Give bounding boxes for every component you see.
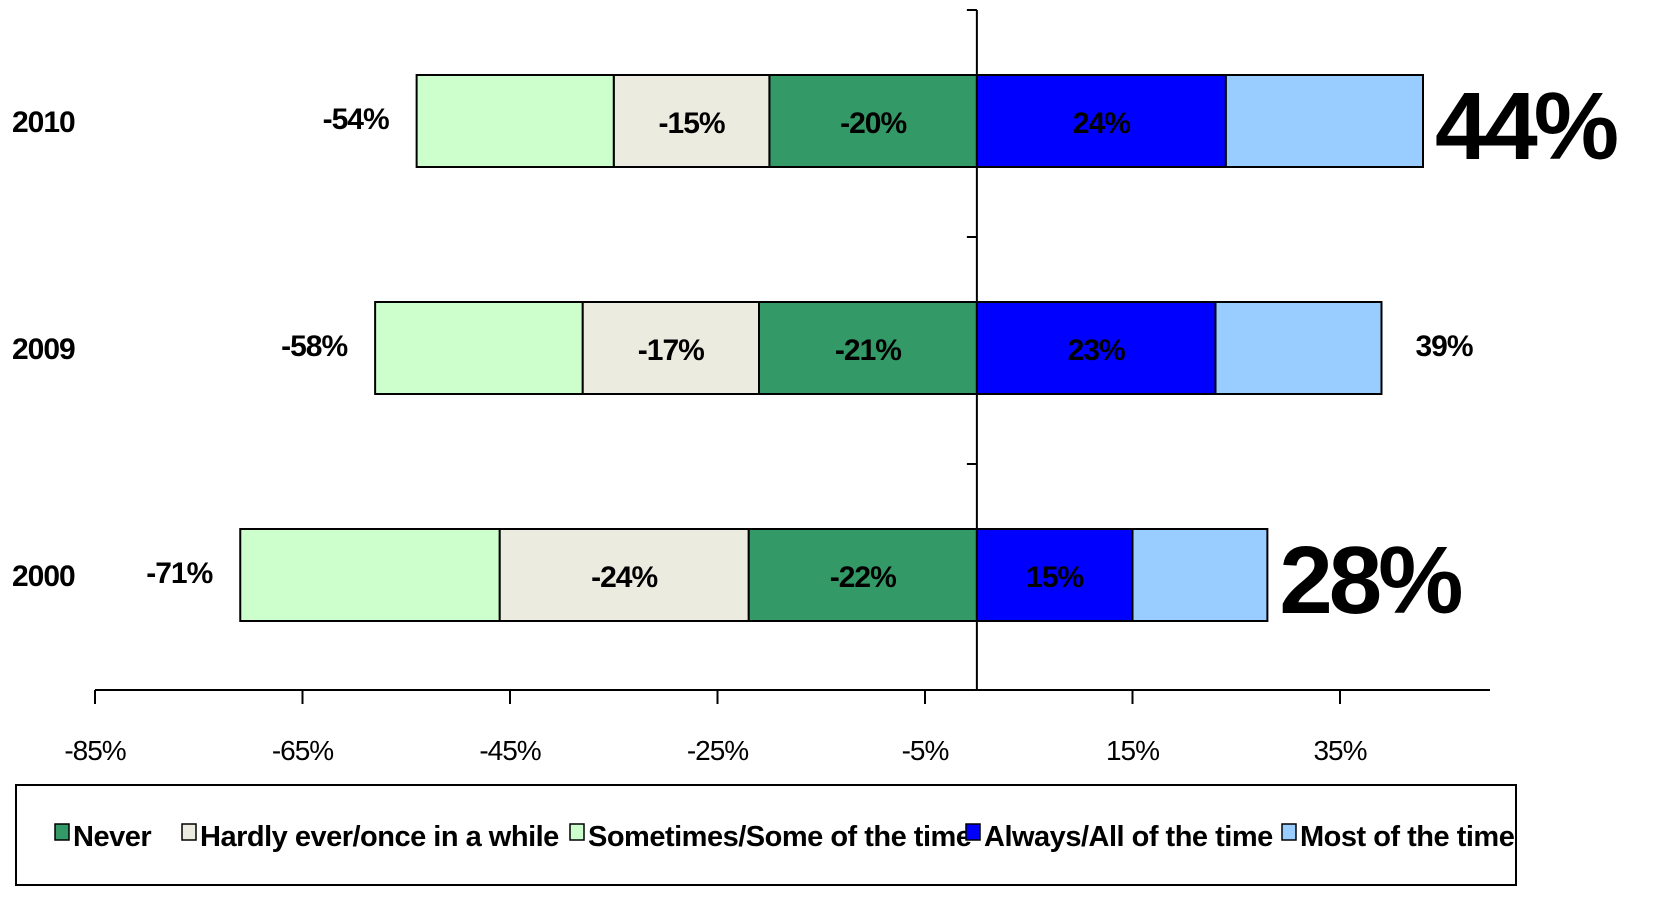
negative-total-label: -71%: [146, 557, 212, 590]
data-label: -20%: [840, 107, 906, 140]
legend-swatch-always-all-of-the-time: [965, 823, 981, 841]
bar-never: [747, 528, 978, 622]
data-label: 23%: [1068, 334, 1125, 367]
negative-total-label: -54%: [323, 103, 389, 136]
bar-most-of-the-time: [1224, 74, 1424, 168]
x-tick-label: -85%: [64, 735, 125, 766]
bar-sometimes-some-of-the-time: [374, 301, 584, 395]
bar-hardly-ever-once-in-a-while: [612, 74, 771, 168]
data-label: -24%: [591, 561, 657, 594]
category-label: 2009: [12, 333, 75, 366]
data-label: -15%: [659, 107, 725, 140]
category-label: 2010: [12, 106, 75, 139]
x-tick-label: -65%: [272, 735, 333, 766]
data-label: -21%: [835, 334, 901, 367]
bar-most-of-the-time: [1214, 301, 1383, 395]
x-tick-label: -45%: [479, 735, 540, 766]
legend-box: [15, 784, 1517, 886]
bar-always-all-of-the-time: [975, 301, 1217, 395]
positive-total-label: 44%: [1435, 73, 1617, 180]
axes: -85% -65% -45% -25% -5% 15% 35%: [64, 9, 1490, 766]
data-label: -17%: [638, 334, 704, 367]
legend-swatch-most-of-the-time: [1281, 823, 1297, 841]
labels: 2010 -20% -15% -54% 24% 44% 2009 -21% -17% -58% 23…: [12, 73, 1621, 634]
legend-label-always-all-of-the-time: Always/All of the time: [984, 821, 1273, 853]
data-label: 15%: [1026, 561, 1083, 594]
legend-label-sometimes-some-of-the-time: Sometimes/Some of the time: [588, 821, 972, 853]
bar-hardly-ever-once-in-a-while: [498, 528, 750, 622]
data-label: 24%: [1073, 107, 1130, 140]
legend-swatch-hardly-ever-once-in-a-while: [181, 823, 197, 841]
negative-total-label: -58%: [281, 330, 347, 363]
data-label: -22%: [830, 561, 896, 594]
legend-swatch-never: [54, 823, 70, 841]
legend: Never Hardly ever/once in a while Sometime…: [15, 784, 1517, 886]
bar-sometimes-some-of-the-time: [415, 74, 615, 168]
bar-hardly-ever-once-in-a-while: [581, 301, 760, 395]
positive-total-label: 39%: [1416, 330, 1473, 363]
positive-total-label: 28%: [1279, 527, 1461, 634]
x-tick-label: 35%: [1313, 735, 1366, 766]
bar-most-of-the-time: [1131, 528, 1269, 622]
x-tick-label: -5%: [902, 735, 949, 766]
x-tick-label: 15%: [1106, 735, 1159, 766]
legend-label-hardly-ever-once-in-a-while: Hardly ever/once in a while: [200, 821, 559, 853]
x-tick-label: -25%: [687, 735, 748, 766]
bars: [239, 74, 1424, 622]
legend-swatch-sometimes-some-of-the-time: [569, 823, 585, 841]
legend-label-never: Never: [73, 821, 151, 853]
category-label: 2000: [12, 560, 75, 593]
legend-label-most-of-the-time: Most of the time: [1300, 821, 1515, 853]
bar-always-all-of-the-time: [975, 74, 1227, 168]
bar-sometimes-some-of-the-time: [239, 528, 501, 622]
bar-always-all-of-the-time: [975, 528, 1134, 622]
